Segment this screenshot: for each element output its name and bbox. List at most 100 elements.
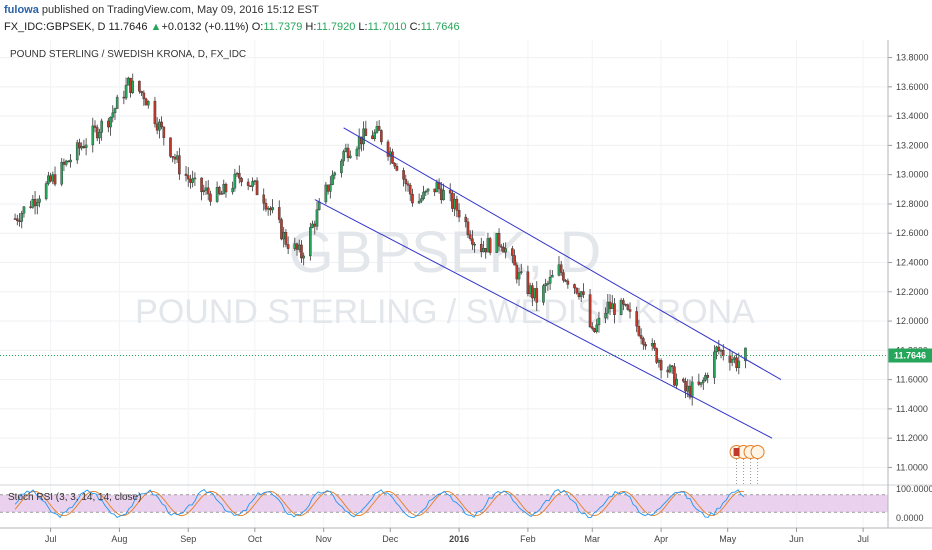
candle-body	[588, 294, 592, 328]
price-tick-label: 12.0000	[896, 316, 929, 326]
candle-body	[277, 207, 281, 220]
candle-body	[377, 126, 381, 131]
candle	[264, 198, 268, 212]
candle	[408, 183, 412, 201]
candle	[613, 298, 616, 324]
trend-channel[interactable]	[314, 127, 782, 439]
candle-body	[82, 146, 86, 148]
candle	[635, 306, 638, 333]
candle-body	[346, 147, 350, 159]
candle	[673, 363, 676, 387]
candle-body	[193, 177, 197, 180]
candle	[590, 322, 594, 331]
candle	[184, 166, 188, 182]
candle-body	[719, 350, 723, 352]
price-chart[interactable]: GBPSEK, D POUND STERLING / SWEDISH KRONA…	[0, 40, 932, 550]
candle-body	[251, 181, 254, 187]
candle	[448, 183, 452, 202]
candle	[393, 162, 397, 170]
candle-body	[424, 190, 428, 193]
candle-body	[526, 271, 530, 295]
candle	[706, 372, 710, 384]
candle-body	[357, 136, 361, 150]
candle	[153, 96, 157, 128]
candle	[653, 340, 656, 352]
candle	[442, 183, 445, 201]
candle	[355, 146, 359, 160]
candle-body	[573, 284, 576, 289]
candle	[111, 105, 115, 123]
candle-body	[224, 183, 228, 193]
candle-body	[411, 193, 414, 204]
candle	[202, 184, 206, 196]
candle	[542, 283, 545, 306]
candle-body	[697, 381, 701, 385]
candle-body	[186, 175, 190, 180]
candle-body	[282, 232, 286, 240]
candle	[471, 230, 474, 250]
candle-body	[191, 178, 194, 183]
price-tick-label: 12.6000	[896, 228, 929, 238]
earnings-event-icons[interactable]	[729, 445, 765, 486]
stoch-tick-label: 0.0000	[896, 513, 924, 523]
author-link[interactable]: fulowa	[4, 4, 39, 16]
candle	[280, 217, 283, 241]
candle	[737, 352, 741, 375]
candle	[424, 190, 428, 196]
candle	[209, 190, 212, 206]
candle-body	[608, 301, 612, 309]
chart-header: fulowa published on TradingView.com, May…	[0, 0, 932, 40]
event-flag-icon[interactable]	[750, 445, 765, 459]
candle-body	[604, 312, 607, 319]
watermark-name: POUND STERLING / SWEDISH KRONA	[135, 293, 755, 331]
channel-lower-line[interactable]	[314, 199, 773, 439]
candle-body	[406, 183, 410, 186]
candle	[535, 281, 539, 311]
time-axis[interactable]: Jul Aug Sep Oct Nov Dec 2016 Feb Mar Apr May Jun Jul	[45, 528, 869, 544]
candle	[406, 180, 410, 192]
candle-body	[733, 357, 736, 360]
candle	[619, 298, 623, 316]
low-label: L:	[358, 21, 368, 33]
candle	[504, 242, 508, 259]
candle	[22, 205, 26, 218]
candle	[138, 80, 141, 94]
candle-body	[519, 271, 523, 273]
candle-body	[158, 121, 161, 131]
candle	[131, 73, 135, 95]
stoch-rsi-label: Stoch RSI (3, 3, 14, 14, close)	[8, 492, 141, 503]
open-label: O:	[251, 21, 264, 33]
candle-body	[266, 207, 270, 210]
last-price-badge-bg	[888, 348, 932, 363]
candle-body	[313, 223, 317, 227]
candle	[302, 252, 305, 266]
candle	[35, 198, 39, 215]
grid-lines	[0, 40, 888, 528]
candle-body	[442, 190, 445, 201]
candle	[713, 345, 716, 385]
channel-upper-line[interactable]	[343, 127, 782, 381]
candle-body	[178, 155, 181, 175]
candle	[349, 150, 352, 159]
candle-body	[311, 223, 314, 228]
symbol-ohlc-line: FX_IDC:GBPSEK, D 11.7646 ▲+0.0132 (+0.11…	[4, 21, 460, 33]
stoch-rsi-pane[interactable]: 100.0000 0.0000	[0, 484, 932, 523]
candle	[346, 143, 350, 162]
price-axis[interactable]: 13.8000 13.6000 13.4000 13.2000 13.0000 12.80…	[888, 53, 929, 473]
candle	[628, 302, 632, 319]
candle	[551, 270, 554, 278]
candle-body	[484, 248, 488, 253]
candle	[422, 185, 425, 201]
candle-body	[364, 128, 368, 136]
candle-body	[293, 243, 297, 249]
candle-body	[686, 385, 690, 392]
candle	[237, 165, 241, 184]
candle-body	[495, 233, 499, 253]
candle-body	[49, 175, 52, 182]
candle-body	[122, 96, 126, 99]
candle-body	[422, 191, 425, 199]
candle	[84, 138, 88, 156]
candle	[546, 280, 550, 291]
candle	[340, 158, 343, 178]
candle-body	[142, 92, 146, 100]
